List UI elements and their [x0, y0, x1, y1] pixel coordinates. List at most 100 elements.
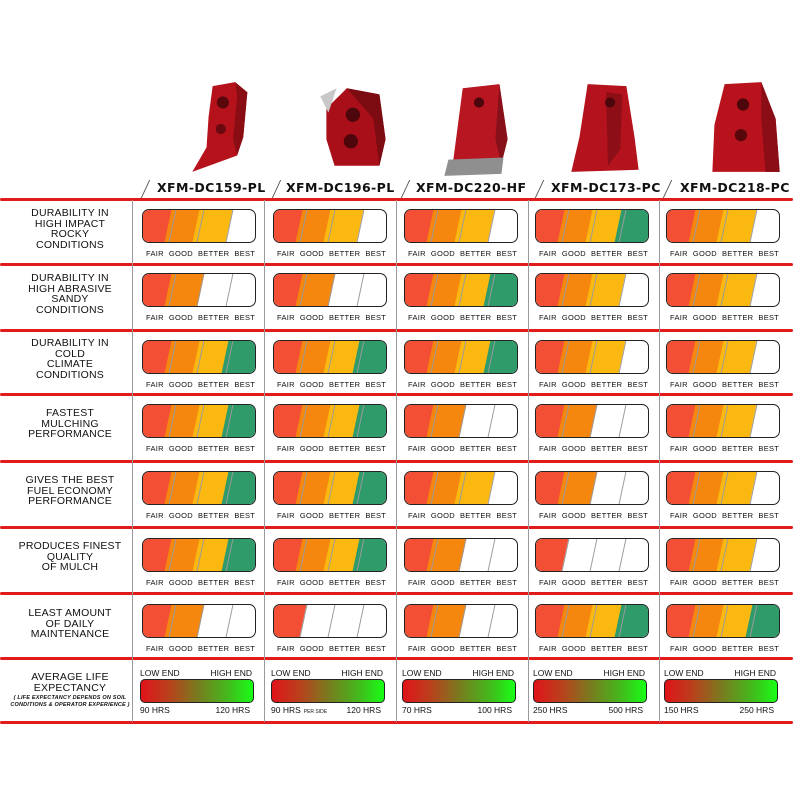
rating-scale-labels: FAIR GOOD BETTER BEST [277, 313, 391, 322]
header-slash [534, 180, 545, 198]
scale-label: BEST [496, 644, 518, 653]
scale-label: GOOD [430, 380, 455, 389]
scale-label: FAIR [277, 380, 295, 389]
scale-label: BETTER [198, 444, 230, 453]
rating-bar [666, 340, 780, 374]
life-range-header: LOW END HIGH END [664, 668, 776, 678]
scale-label: BEST [627, 380, 649, 389]
scale-label: BEST [234, 644, 256, 653]
low-end-label: LOW END [664, 668, 704, 678]
high-end-label: HIGH END [472, 668, 514, 678]
scale-label: FAIR [277, 313, 295, 322]
scale-label: FAIR [408, 380, 426, 389]
criterion-label-line: PERFORMANCE [28, 495, 112, 508]
rating-scale-labels: FAIR GOOD BETTER BEST [146, 380, 260, 389]
rating-scale-labels: FAIR GOOD BETTER BEST [539, 511, 653, 520]
scale-label: FAIR [146, 644, 164, 653]
rating-scale-labels: FAIR GOOD BETTER BEST [670, 644, 784, 653]
tooth-dc159-image [180, 78, 280, 180]
criterion-label-line: DURABILITY IN [31, 337, 109, 349]
rating-bar [666, 471, 780, 505]
rating-bar [666, 404, 780, 438]
life-gradient-bar [402, 679, 516, 703]
scale-label: BETTER [722, 644, 754, 653]
scale-label: GOOD [430, 578, 455, 587]
rating-scale-labels: FAIR GOOD BETTER BEST [146, 444, 260, 453]
scale-label: FAIR [146, 578, 164, 587]
rating-bar [535, 471, 649, 505]
scale-label: GOOD [430, 444, 455, 453]
scale-label: BEST [496, 313, 518, 322]
criterion-label: DURABILITY IN HIGH ABRASIVE SANDY CONDITION… [8, 273, 132, 315]
scale-label: BETTER [591, 644, 623, 653]
scale-label: FAIR [408, 249, 426, 258]
scale-label: BETTER [591, 313, 623, 322]
rating-bar [535, 340, 649, 374]
rating-segment-divider [589, 539, 598, 571]
scale-label: BEST [365, 644, 387, 653]
scale-label: FAIR [539, 444, 557, 453]
scale-label: BEST [496, 444, 518, 453]
life-range-header: LOW END HIGH END [140, 668, 252, 678]
rating-bar [404, 604, 518, 638]
scale-label: GOOD [430, 511, 455, 520]
scale-label: BEST [234, 511, 256, 520]
rating-bar [404, 404, 518, 438]
scale-label: GOOD [168, 313, 193, 322]
scale-label: BEST [496, 380, 518, 389]
rating-bar [404, 538, 518, 572]
rating-bar [142, 538, 256, 572]
scale-label: BETTER [198, 380, 230, 389]
row-divider [0, 721, 793, 724]
criterion-label-line: CLIMATE [46, 358, 94, 370]
rating-scale-labels: FAIR GOOD BETTER BEST [146, 511, 260, 520]
life-gradient-bar [533, 679, 647, 703]
rating-bar [404, 209, 518, 243]
scale-label: BETTER [460, 444, 492, 453]
rating-scale-labels: FAIR GOOD BETTER BEST [539, 249, 653, 258]
scale-label: GOOD [561, 249, 586, 258]
criterion-label-line: PERFORMANCE [28, 428, 112, 441]
rating-bar [142, 209, 256, 243]
rating-bar [273, 604, 387, 638]
criterion-label-line: CONDITIONS [36, 238, 104, 251]
life-note-line: Conditions & Operator Experience ) [10, 701, 130, 708]
scale-label: GOOD [299, 644, 324, 653]
scale-label: BETTER [329, 578, 361, 587]
scale-label: BETTER [460, 380, 492, 389]
scale-label: FAIR [408, 644, 426, 653]
rating-bar [142, 404, 256, 438]
scale-label: FAIR [539, 313, 557, 322]
rating-segment-divider [487, 539, 495, 571]
scale-label: BEST [234, 313, 256, 322]
rating-scale-labels: FAIR GOOD BETTER BEST [670, 380, 784, 389]
scale-label: FAIR [670, 511, 688, 520]
scale-label: BEST [758, 380, 780, 389]
rating-scale-labels: FAIR GOOD BETTER BEST [408, 249, 522, 258]
scale-label: BETTER [329, 249, 361, 258]
tooth-dc196-image [308, 78, 408, 180]
scale-label: FAIR [408, 511, 426, 520]
rating-scale-labels: FAIR GOOD BETTER BEST [539, 644, 653, 653]
scale-label: BEST [234, 444, 256, 453]
scale-label: BEST [365, 444, 387, 453]
life-low-value: 70 HRS [402, 705, 432, 715]
criterion-label-line: QUALITY [46, 550, 94, 563]
rating-segment-divider [618, 472, 626, 504]
scale-label: BETTER [722, 249, 754, 258]
scale-label: GOOD [168, 511, 193, 520]
life-range-header: LOW END HIGH END [533, 668, 645, 678]
rating-segment-divider [225, 605, 233, 637]
rating-bar [273, 340, 387, 374]
scale-label: FAIR [539, 380, 557, 389]
rating-scale-labels: FAIR GOOD BETTER BEST [539, 380, 653, 389]
life-low-value: 90 HRS [140, 705, 170, 715]
scale-label: FAIR [277, 578, 295, 587]
scale-label: GOOD [561, 313, 586, 322]
rating-bar [142, 471, 256, 505]
rating-scale-labels: FAIR GOOD BETTER BEST [408, 511, 522, 520]
scale-label: FAIR [539, 644, 557, 653]
criterion-label: PRODUCES FINEST QUALITY OF MULCH [8, 541, 132, 573]
rating-bar [273, 273, 387, 307]
scale-label: BEST [496, 511, 518, 520]
